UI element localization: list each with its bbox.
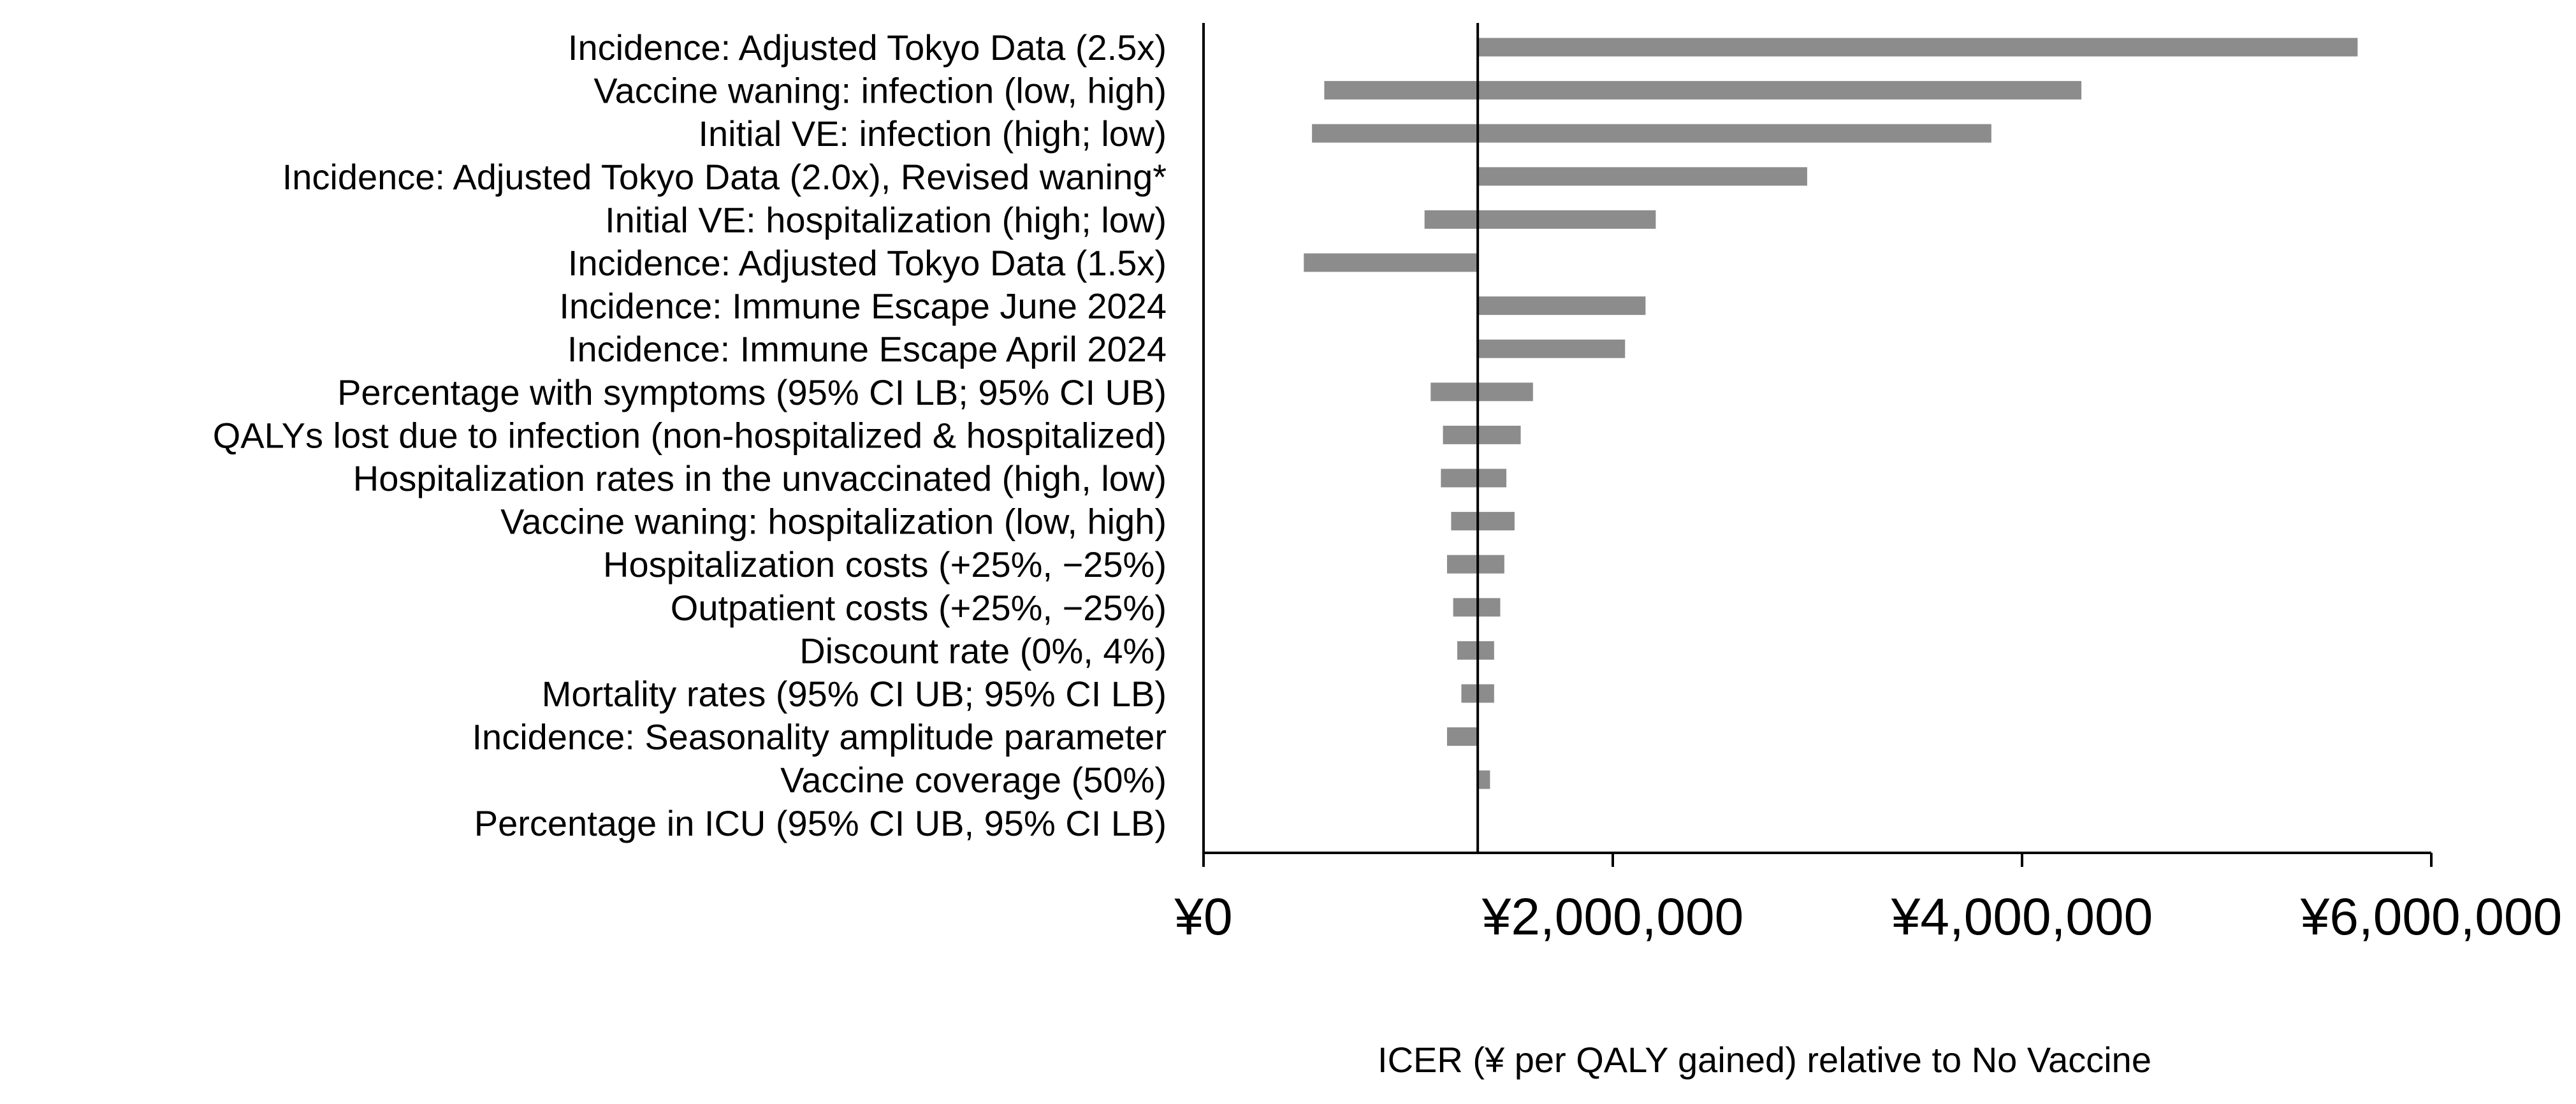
x-axis-title: ICER (¥ per QALY gained) relative to No … xyxy=(1378,1040,2151,1080)
category-label: Percentage with symptoms (95% CI LB; 95%… xyxy=(337,372,1167,412)
category-label: Discount rate (0%, 4%) xyxy=(799,630,1167,671)
category-label: Incidence: Adjusted Tokyo Data (2.5x) xyxy=(568,27,1167,68)
tornado-bar xyxy=(1478,38,2358,57)
tornado-bar xyxy=(1478,770,1490,789)
category-label: Incidence: Immune Escape April 2024 xyxy=(567,329,1167,369)
category-label: Incidence: Adjusted Tokyo Data (2.0x), R… xyxy=(282,157,1167,197)
x-axis-ticks: ¥0 ¥2,000,000 ¥4,000,000 ¥6,000,000 xyxy=(1174,853,2562,946)
tornado-bar xyxy=(1478,167,1807,186)
category-label: Initial VE: hospitalization (high; low) xyxy=(605,200,1167,240)
x-tick-label: ¥2,000,000 xyxy=(1481,888,1743,946)
category-label: Vaccine waning: infection (low, high) xyxy=(593,71,1167,111)
axes-layer xyxy=(1202,23,2431,854)
category-label: Incidence: Seasonality amplitude paramet… xyxy=(472,717,1167,757)
category-label: Hospitalization rates in the unvaccinate… xyxy=(353,458,1167,498)
tornado-bar xyxy=(1478,339,1626,358)
category-label: Incidence: Adjusted Tokyo Data (1.5x) xyxy=(568,243,1167,283)
category-labels: Incidence: Adjusted Tokyo Data (2.5x)Vac… xyxy=(213,27,1167,843)
tornado-bar xyxy=(1441,468,1507,488)
tornado-bar xyxy=(1478,296,1646,316)
category-label: Outpatient costs (+25%, −25%) xyxy=(671,588,1167,628)
tornado-bar xyxy=(1430,382,1533,402)
x-tick-label: ¥6,000,000 xyxy=(2300,888,2562,946)
tornado-bar xyxy=(1451,512,1515,531)
tornado-bar xyxy=(1443,425,1521,444)
tornado-bar xyxy=(1424,210,1656,229)
category-label: Incidence: Immune Escape June 2024 xyxy=(559,286,1167,326)
category-label: Vaccine waning: hospitalization (low, hi… xyxy=(500,502,1167,542)
tornado-bar xyxy=(1312,124,1991,143)
bars-layer xyxy=(1304,38,2358,789)
tornado-bar xyxy=(1304,253,1478,272)
tornado-bar xyxy=(1457,641,1494,660)
tornado-bar xyxy=(1446,555,1504,574)
tornado-bar xyxy=(1446,727,1478,746)
x-tick-label: ¥4,000,000 xyxy=(1891,888,2153,946)
category-label: Vaccine coverage (50%) xyxy=(780,760,1167,800)
category-label: Mortality rates (95% CI UB; 95% CI LB) xyxy=(542,674,1167,714)
x-tick-label: ¥0 xyxy=(1174,888,1232,946)
category-label: Initial VE: infection (high; low) xyxy=(698,113,1167,154)
tornado-bar xyxy=(1324,81,2082,100)
category-label: Hospitalization costs (+25%, −25%) xyxy=(603,544,1167,585)
category-label: Percentage in ICU (95% CI UB, 95% CI LB) xyxy=(474,803,1167,843)
category-label: QALYs lost due to infection (non-hospita… xyxy=(213,415,1167,455)
